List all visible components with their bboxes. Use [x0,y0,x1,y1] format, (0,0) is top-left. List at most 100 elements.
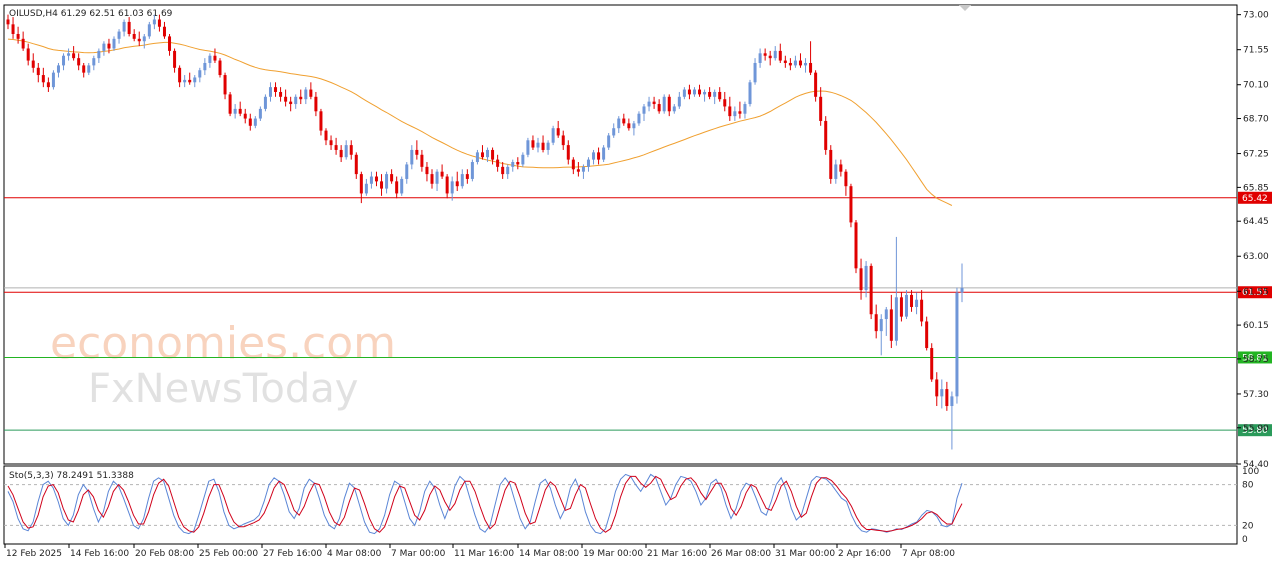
candle-body [56,65,60,73]
candle-body [334,145,338,150]
candle [97,48,101,63]
candle [894,236,898,346]
candle-body [703,91,707,95]
candle [617,116,621,134]
candle-body [491,149,495,160]
candle [6,14,10,30]
price-tick-label: 57.30 [1243,390,1269,400]
candle-body [142,36,146,42]
candle [344,140,348,160]
candle-body [425,166,429,175]
candle [874,304,878,339]
candle-body [682,89,686,97]
candle-body [602,147,606,160]
candle [935,372,939,407]
candle [844,169,848,196]
candle [223,72,227,100]
candle [117,29,121,44]
candle [884,306,888,336]
candle-body [26,48,30,61]
candle-body [440,171,444,177]
candle [950,391,954,450]
candle [819,87,823,126]
candle-body [380,181,384,189]
candle-body [299,96,303,100]
candle-body [173,50,177,68]
candle [824,116,828,155]
candle [788,58,792,71]
candle [46,77,50,92]
candle [274,82,278,97]
candle-body [369,176,373,184]
candle-body [329,140,333,146]
candle [728,96,732,121]
candle-body [354,154,358,175]
candle-body [904,294,908,317]
candle-body [536,142,540,148]
candle-body [733,111,737,117]
candle [763,48,767,61]
candle [486,147,490,163]
candle [738,101,742,119]
price-tick-label: 61.55 [1243,287,1269,297]
candle [612,123,616,138]
candle-body [829,149,833,179]
time-tick-label: 14 Mar 08:00 [519,549,579,559]
candle-body [713,91,717,97]
candle [541,135,545,153]
price-panel-frame [3,4,1238,465]
candle-body [708,91,712,97]
candle [178,65,182,88]
candle-body [319,111,323,131]
candle [263,94,267,112]
candle [576,162,580,177]
candle [21,31,25,51]
candle [945,381,949,411]
candle-body [450,181,454,194]
candle-body [814,72,818,97]
candle-body [486,149,490,158]
candle [390,169,394,184]
candle-body [677,96,681,107]
candle [51,70,55,90]
candle-body [753,62,757,83]
candle [405,162,409,184]
candle-body [874,314,878,332]
candle-body [385,174,389,189]
candle-body [213,55,217,61]
candle [849,183,853,228]
candle-body [672,106,676,112]
candle-body [793,60,797,66]
stochastic-tick-label: 0 [1242,535,1248,545]
candle [708,87,712,100]
candle-body [788,62,792,66]
candle [415,140,419,160]
candle [173,48,177,73]
horizontal-levels: 65.42 61.51 58.81 55.80 [4,191,1272,437]
candle [152,14,156,30]
candle-body [72,53,76,59]
time-tick-label: 12 Feb 2025 [6,549,62,559]
candle-body [400,178,404,194]
candle-body [859,268,863,291]
candle [829,145,833,184]
candle-body [849,186,853,223]
candle [41,67,45,88]
candle [677,91,681,109]
candle-body [51,72,55,88]
stochastic-tick-label: 20 [1242,521,1254,531]
candle-body [915,299,919,307]
candle [526,137,530,158]
candle-body [21,38,25,49]
candle-body [884,309,888,320]
candle [566,140,570,165]
candle-body [778,50,782,61]
candle [904,290,908,320]
candle [410,145,414,170]
candle [354,152,358,179]
scroll-marker-icon[interactable] [959,5,971,11]
candle-body [395,181,399,194]
candle [132,29,136,42]
candle [778,43,782,63]
